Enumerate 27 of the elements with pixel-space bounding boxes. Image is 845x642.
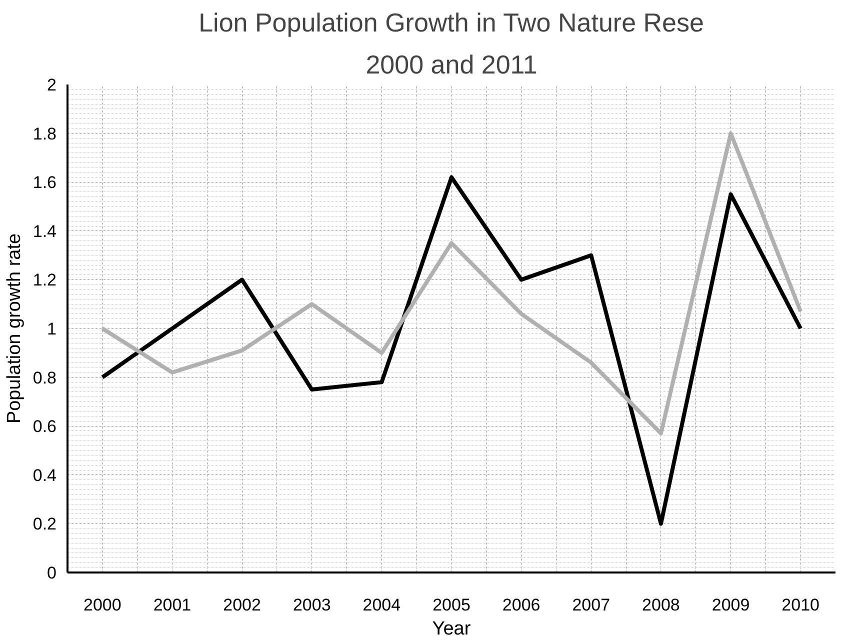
x-tick-label: 2000 xyxy=(84,596,122,614)
line-series xyxy=(100,175,803,526)
chart-title: Lion Population Growth in Two Nature Rese xyxy=(198,8,704,38)
y-tick-label: 0.2 xyxy=(32,514,57,534)
x-tick-label: 2001 xyxy=(153,596,192,614)
y-tick-label: 1.6 xyxy=(32,173,57,192)
x-tick-label: 2003 xyxy=(292,596,331,614)
y-tick-label: 1.2 xyxy=(32,270,57,290)
y-tick-label: 0.8 xyxy=(32,368,57,388)
x-tick-label: 2009 xyxy=(712,596,750,614)
x-tick-label: 2005 xyxy=(432,596,470,614)
y-tick-label: 0 xyxy=(47,564,57,582)
y-tick-label: 2 xyxy=(47,76,57,94)
y-tick-label: 1.8 xyxy=(32,124,57,144)
x-axis-title: Year xyxy=(432,618,472,640)
x-tick-label: 2002 xyxy=(223,596,261,614)
x-tick-label: 2007 xyxy=(572,596,610,614)
y-tick-label: 1.4 xyxy=(32,222,57,241)
x-tick-label: 2004 xyxy=(362,596,401,614)
y-tick-label: 0.4 xyxy=(32,466,57,485)
chart-subtitle: 2000 and 2011 xyxy=(366,50,538,80)
x-tick-label: 2008 xyxy=(642,596,680,614)
x-tick-label: 2010 xyxy=(782,596,820,614)
y-tick-label: 1 xyxy=(47,320,57,338)
x-tick-label: 2006 xyxy=(502,596,540,614)
y-axis-title: Population growth rate xyxy=(4,233,25,424)
y-tick-label: 0.6 xyxy=(32,417,57,436)
